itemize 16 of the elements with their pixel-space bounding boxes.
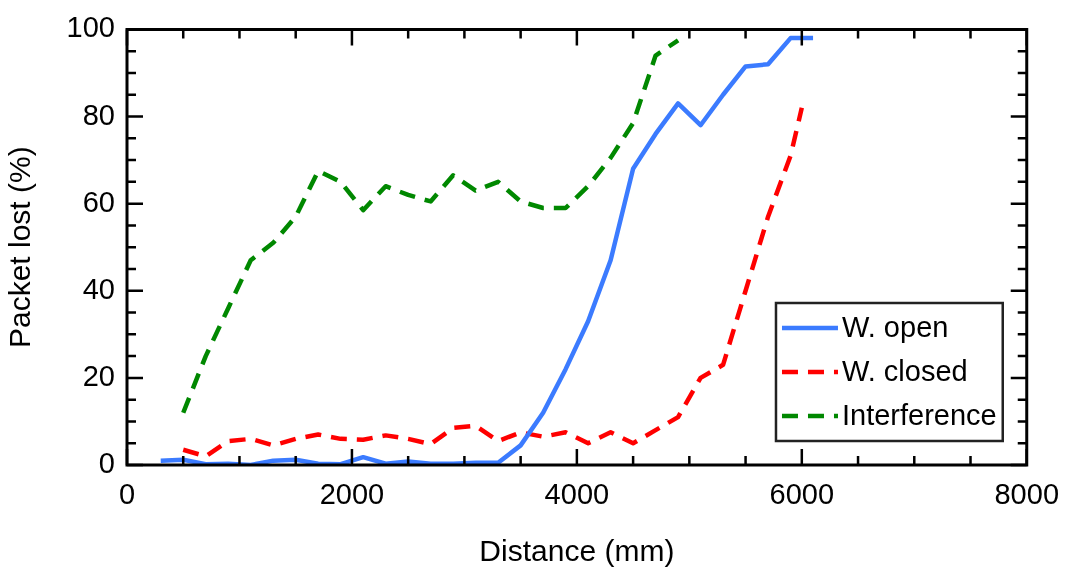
x-axis-title: Distance (mm): [479, 534, 675, 568]
y-tick-label: 80: [82, 98, 115, 131]
x-tick-label: 8000: [994, 478, 1059, 511]
x-tick-label: 0: [118, 478, 136, 511]
y-tick-label: 100: [66, 11, 115, 44]
y-axis-title: Packet lost (%): [3, 146, 37, 349]
y-tick-label: 40: [82, 272, 115, 305]
legend-label: W. open: [841, 311, 949, 343]
legend-label: Interference: [841, 399, 997, 431]
x-tick-label: 6000: [769, 478, 835, 511]
y-tick-label: 0: [98, 447, 115, 479]
x-tick-label: 2000: [319, 478, 385, 511]
y-tick-label: 20: [82, 359, 115, 392]
y-tick-label: 60: [82, 185, 115, 218]
legend-label: W. closed: [841, 355, 968, 387]
x-tick-label: 4000: [544, 478, 610, 511]
